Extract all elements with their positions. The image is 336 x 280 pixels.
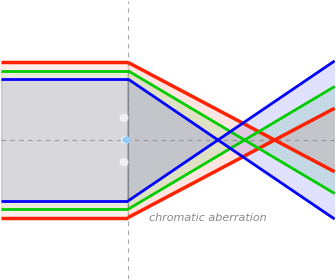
Polygon shape	[128, 62, 336, 218]
Circle shape	[123, 137, 130, 143]
Polygon shape	[128, 71, 336, 209]
Circle shape	[121, 137, 129, 143]
Polygon shape	[1, 79, 128, 201]
Circle shape	[120, 115, 128, 121]
Polygon shape	[128, 57, 336, 223]
Polygon shape	[1, 62, 128, 218]
Circle shape	[120, 159, 128, 165]
Text: chromatic aberration: chromatic aberration	[149, 213, 267, 223]
Polygon shape	[1, 71, 128, 209]
